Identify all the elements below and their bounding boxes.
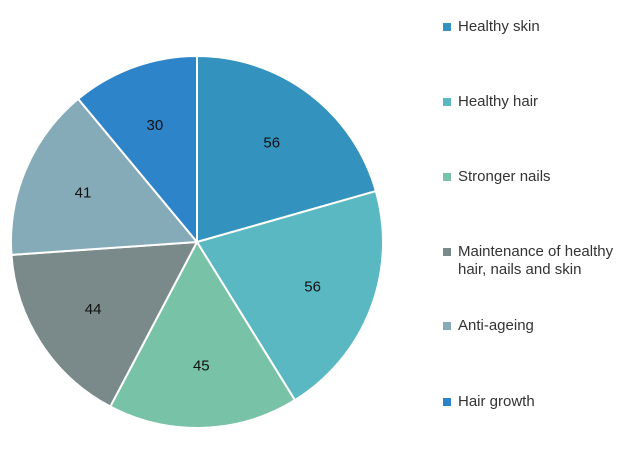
legend-swatch-healthy-hair: [443, 98, 451, 106]
data-label-maintenance: 44: [85, 301, 102, 318]
legend-label-healthy-skin: Healthy skin: [458, 18, 540, 35]
data-label-hair-growth: 30: [147, 117, 164, 134]
legend-label-stronger-nails: Stronger nails: [458, 168, 551, 185]
legend-item-anti-ageing: Anti-ageing: [443, 317, 638, 335]
legend-label-hair-growth: Hair growth: [458, 393, 535, 410]
legend-item-stronger-nails: Stronger nails: [443, 168, 638, 186]
pie-slice-anti-ageing: [10, 97, 200, 256]
legend-item-maintenance: Maintenance of healthy hair, nails and s…: [443, 243, 638, 279]
pie-slice-maintenance: [10, 240, 199, 408]
legend-swatch-anti-ageing: [443, 322, 451, 330]
data-label-healthy-hair: 56: [304, 278, 321, 295]
legend-item-healthy-skin: Healthy skin: [443, 18, 638, 36]
legend-label-maintenance: Maintenance of healthy hair, nails and s…: [458, 243, 614, 278]
pie-slice-hair-growth: [76, 54, 198, 245]
data-label-stronger-nails: 45: [193, 357, 210, 374]
data-label-healthy-skin: 56: [263, 135, 280, 152]
data-label-anti-ageing: 41: [75, 185, 92, 202]
legend-label-anti-ageing: Anti-ageing: [458, 317, 534, 334]
pie-slice-stronger-nails: [108, 239, 297, 429]
legend-item-healthy-hair: Healthy hair: [443, 93, 638, 111]
legend-swatch-hair-growth: [443, 398, 451, 406]
pie-slice-healthy-hair: [195, 189, 384, 402]
pie-slice-healthy-skin: [196, 54, 378, 244]
legend-label-healthy-hair: Healthy hair: [458, 93, 539, 110]
legend-swatch-stronger-nails: [443, 173, 451, 181]
legend-swatch-healthy-skin: [443, 23, 451, 31]
legend-swatch-maintenance: [443, 248, 451, 256]
legend-item-hair-growth: Hair growth: [443, 393, 638, 411]
legend: Healthy skin Healthy hair Stronger nails…: [443, 0, 638, 464]
